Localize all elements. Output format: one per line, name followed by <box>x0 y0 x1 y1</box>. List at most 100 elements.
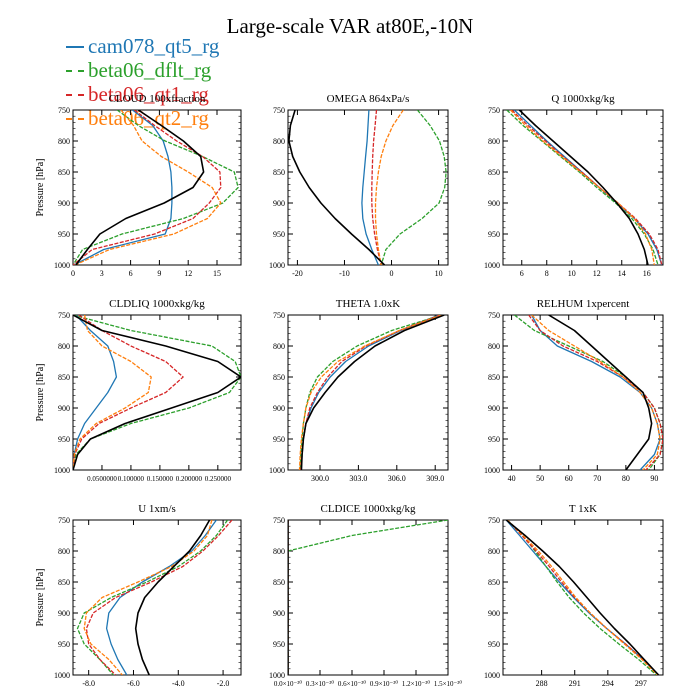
x-tick-label: 291 <box>569 679 581 688</box>
y-tick-label: 800 <box>488 342 500 351</box>
y-tick-label: 800 <box>58 137 70 146</box>
series-line <box>374 110 404 265</box>
subplot: Q 1000xkg/kg 750 800 850 900 950 1000 6 8 10 12 14 1… <box>484 93 664 278</box>
x-tick-label: 12 <box>184 269 192 278</box>
series-line <box>134 520 211 675</box>
y-tick-label: 750 <box>488 516 500 525</box>
x-tick-label: -10 <box>339 269 350 278</box>
subplot: RELHUM 1xpercent 750 800 850 900 950 1000 40 50 6… <box>484 298 664 483</box>
y-tick-label: 750 <box>273 311 285 320</box>
x-tick-label: 0.6×10⁻³⁰ <box>338 680 366 688</box>
series-line <box>73 110 222 265</box>
legend-swatch <box>66 46 84 48</box>
x-tick-label: 90 <box>650 474 658 483</box>
y-tick-label: 750 <box>273 106 285 115</box>
y-tick-label: 850 <box>488 373 500 382</box>
series-line <box>85 520 233 675</box>
x-tick-label: 306.0 <box>388 474 406 483</box>
y-tick-label: 850 <box>58 168 70 177</box>
y-tick-label: 900 <box>58 609 70 618</box>
series-line <box>548 315 653 470</box>
x-tick-label: 0.200000 <box>176 475 203 483</box>
x-tick-label: 40 <box>508 474 516 483</box>
x-tick-label: 0.3×10⁻³⁰ <box>306 680 334 688</box>
subplot: OMEGA 864xPa/s 750 800 850 900 950 1000 -20 -10 0… <box>269 93 449 278</box>
x-tick-label: 6 <box>129 269 133 278</box>
plot-frame <box>287 314 449 471</box>
subplot-title: CLDLIQ 1000xkg/kg <box>109 298 205 310</box>
y-tick-label: 850 <box>273 168 285 177</box>
x-tick-label: 303.0 <box>349 474 367 483</box>
x-tick-label: 288 <box>536 679 548 688</box>
x-tick-label: 12 <box>593 269 601 278</box>
y-tick-label: 950 <box>58 230 70 239</box>
y-tick-label: 850 <box>273 578 285 587</box>
x-tick-label: -20 <box>292 269 303 278</box>
x-tick-label: 3 <box>100 269 104 278</box>
x-tick-label: 70 <box>593 474 601 483</box>
y-tick-label: 950 <box>488 435 500 444</box>
y-tick-label: 900 <box>273 609 285 618</box>
plot-frame <box>287 109 449 266</box>
y-tick-label: 800 <box>273 547 285 556</box>
x-tick-label: 80 <box>622 474 630 483</box>
subplot: THETA 1.0xK 750 800 850 900 950 1000 300.0 303.0… <box>269 298 449 483</box>
x-tick-label: 0 <box>71 269 75 278</box>
series-line <box>531 315 661 470</box>
series-line <box>506 110 659 265</box>
y-tick-label: 1000 <box>484 261 500 270</box>
x-tick-label: 0.0×10⁻³⁰ <box>274 680 302 688</box>
series-line <box>380 110 447 265</box>
y-tick-label: 1000 <box>484 671 500 680</box>
plot-frame <box>72 109 242 266</box>
subplot-title: CLDICE 1000xkg/kg <box>320 503 416 515</box>
y-tick-label: 900 <box>488 199 500 208</box>
x-tick-label: 0 <box>390 269 394 278</box>
plot-frame <box>502 314 664 471</box>
y-tick-label: 850 <box>58 578 70 587</box>
plot-frame <box>502 519 664 676</box>
subplot: CLDLIQ 1000xkg/kg 750 800 850 900 950 1000 0.05… <box>35 298 242 483</box>
y-tick-label: 800 <box>58 547 70 556</box>
y-tick-label: 800 <box>488 547 500 556</box>
x-tick-label: 9 <box>157 269 161 278</box>
x-tick-label: -4.0 <box>172 679 185 688</box>
series-line <box>73 315 241 470</box>
series-line <box>83 520 213 675</box>
y-tick-label: 850 <box>488 578 500 587</box>
series-line <box>506 520 660 675</box>
y-tick-label: 950 <box>273 435 285 444</box>
subplot-title: RELHUM 1xpercent <box>537 298 630 310</box>
y-tick-label: 1000 <box>484 466 500 475</box>
series-line <box>300 315 441 470</box>
series-line <box>300 315 440 470</box>
y-tick-label: 1000 <box>54 671 70 680</box>
y-tick-label: 900 <box>488 404 500 413</box>
subplot-title: CLOUD 100xfraction <box>109 93 206 105</box>
y-tick-label: 850 <box>58 373 70 382</box>
x-tick-label: -8.0 <box>82 679 95 688</box>
x-tick-label: 294 <box>602 679 614 688</box>
y-axis-label: Pressure [hPa] <box>35 363 46 421</box>
series-line <box>73 110 239 265</box>
subplot: U 1xm/s 750 800 850 900 950 1000 -8.0 -6.0 -4.0 -2… <box>35 503 242 688</box>
legend-swatch <box>66 94 84 96</box>
y-tick-label: 800 <box>58 342 70 351</box>
series-line <box>288 520 448 675</box>
series-line <box>73 315 184 470</box>
series-line <box>361 110 379 265</box>
plot-frame <box>72 314 242 471</box>
y-tick-label: 900 <box>58 404 70 413</box>
y-tick-label: 800 <box>273 137 285 146</box>
y-tick-label: 950 <box>488 230 500 239</box>
y-tick-label: 1000 <box>269 261 285 270</box>
x-tick-label: 0.250000 <box>205 475 232 483</box>
x-tick-label: 14 <box>618 269 626 278</box>
plot-frame <box>287 519 449 676</box>
y-tick-label: 950 <box>488 640 500 649</box>
series-line <box>510 110 655 265</box>
x-tick-label: 0.150000 <box>147 475 174 483</box>
x-tick-label: 1.5×10⁻³⁰ <box>434 680 462 688</box>
y-tick-label: 750 <box>58 311 70 320</box>
y-tick-label: 1000 <box>54 466 70 475</box>
